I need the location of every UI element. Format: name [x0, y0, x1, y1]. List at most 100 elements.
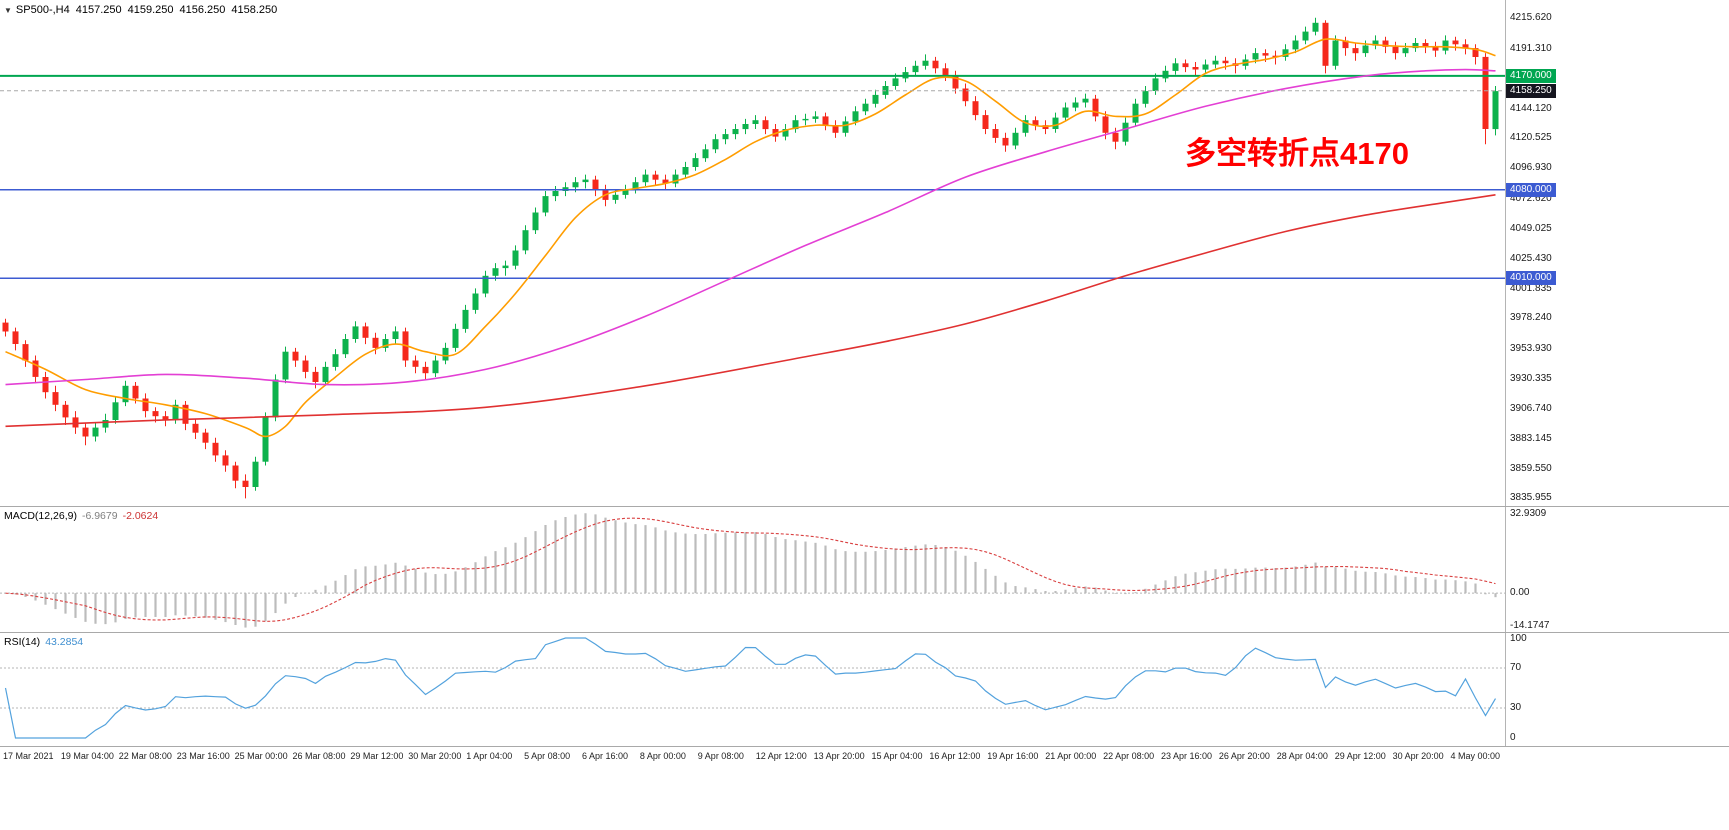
rsi-panel: RSI(14) 43.2854 100 70 30 0: [0, 632, 1729, 746]
symbol-collapse-icon[interactable]: ▼: [4, 5, 12, 15]
price-axis-separator: [1505, 0, 1506, 506]
macd-canvas[interactable]: [0, 507, 1729, 632]
candle-body: [102, 420, 109, 428]
candle-body: [372, 337, 379, 348]
candle-body: [1262, 53, 1269, 56]
candle-body: [162, 416, 169, 420]
price-level-badge: 4010.000: [1506, 271, 1556, 286]
price-axis-label: 4096.930: [1510, 162, 1552, 174]
candle-body: [612, 194, 619, 200]
time-axis[interactable]: 17 Mar 2021 19 Mar 04:00 22 Mar 08:00 23 Ma…: [0, 746, 1729, 764]
candle-body: [1402, 48, 1409, 54]
candle-body: [1442, 40, 1449, 51]
candle-body: [442, 347, 449, 361]
macd-axis-label: 32.9309: [1510, 508, 1547, 519]
candle-body: [1212, 60, 1219, 65]
rsi-value: 43.2854: [45, 636, 84, 648]
candle-body: [432, 360, 439, 374]
candle-body: [1272, 55, 1279, 58]
candle-body: [702, 149, 709, 159]
ma-mid-line: [5, 68, 1496, 386]
candle-body: [1012, 132, 1019, 146]
time-label: 6 Apr 16:00: [582, 751, 629, 761]
candle-body: [1352, 48, 1359, 54]
candle-body: [1142, 91, 1149, 104]
chart-header: ▼ SP500-,H4 4157.250 4159.250 4156.250 4158.2…: [4, 4, 283, 16]
time-label: 8 Apr 00:00: [639, 751, 686, 761]
price-axis-label: 3978.240: [1510, 312, 1552, 324]
ma-fast-line: [5, 38, 1496, 438]
price-axis-label: 4072.620: [1510, 193, 1552, 205]
candle-body: [392, 331, 399, 339]
time-label: 21 Apr 00:00: [1045, 751, 1097, 761]
macd-main-value: -6.9679: [81, 510, 118, 522]
candle-body: [492, 268, 499, 276]
candle-body: [82, 427, 89, 437]
candle-body: [732, 129, 739, 135]
candle-body: [262, 417, 269, 462]
candle-body: [532, 212, 539, 231]
candle-body: [192, 423, 199, 433]
candle-body: [62, 404, 69, 418]
time-label: 26 Apr 20:00: [1218, 751, 1270, 761]
candle-body: [622, 189, 629, 195]
candle-body: [872, 94, 879, 104]
candle-body: [342, 339, 349, 355]
candle-body: [862, 103, 869, 112]
candle-body: [12, 331, 19, 344]
price-axis-label: 4120.525: [1510, 132, 1552, 144]
macd-signal-value: -2.0624: [122, 510, 159, 522]
candle-body: [1092, 98, 1099, 117]
time-label: 30 Apr 20:00: [1392, 751, 1444, 761]
time-label: 26 Mar 08:00: [292, 751, 346, 761]
candle-body: [1122, 122, 1129, 142]
candle-body: [312, 371, 319, 382]
candle-body: [1002, 137, 1009, 146]
candle-body: [1452, 40, 1459, 45]
rsi-axis-label: 0: [1510, 732, 1516, 743]
candle-body: [752, 120, 759, 124]
candle-body: [1382, 40, 1389, 47]
ohlc-high: 4159.250: [127, 4, 174, 16]
candle-body: [242, 480, 249, 487]
candle-body: [362, 326, 369, 338]
candle-body: [182, 404, 189, 424]
candle-body: [1322, 22, 1329, 66]
candle-body: [1162, 70, 1169, 79]
candle-body: [92, 427, 99, 437]
candle-body: [1252, 53, 1259, 60]
candle-body: [812, 116, 819, 119]
candle-body: [1052, 117, 1059, 129]
candle-body: [842, 121, 849, 133]
candle-body: [912, 65, 919, 73]
candle-body: [122, 385, 129, 403]
time-label: 29 Mar 12:00: [350, 751, 404, 761]
candle-body: [1432, 46, 1439, 51]
macd-axis-label: -14.1747: [1510, 620, 1550, 631]
main-chart-canvas[interactable]: [0, 0, 1729, 506]
macd-signal-line: [5, 517, 1496, 622]
candle-body: [482, 275, 489, 294]
candle-body: [142, 398, 149, 412]
candle-body: [1022, 120, 1029, 133]
candle-body: [572, 182, 579, 188]
candle-body: [202, 432, 209, 443]
macd-label: MACD(12,26,9) -6.9679 -2.0624: [4, 510, 159, 522]
candle-body: [452, 328, 459, 348]
time-label: 15 Apr 04:00: [871, 751, 923, 761]
price-axis-label: 4025.430: [1510, 252, 1552, 264]
rsi-canvas[interactable]: [0, 633, 1729, 746]
candle-body: [672, 174, 679, 184]
time-label: 19 Mar 04:00: [60, 751, 114, 761]
rsi-line: [4, 637, 1497, 739]
time-label: 5 Apr 08:00: [524, 751, 571, 761]
candle-body: [972, 101, 979, 116]
candle-body: [582, 179, 589, 183]
bottom-filler: [0, 764, 1729, 830]
candle-body: [352, 326, 359, 339]
ohlc-open: 4157.250: [75, 4, 122, 16]
rsi-axis-separator: [1505, 633, 1506, 746]
candle-body: [512, 250, 519, 266]
rsi-axis-label: 100: [1510, 633, 1527, 644]
candle-body: [802, 118, 809, 121]
